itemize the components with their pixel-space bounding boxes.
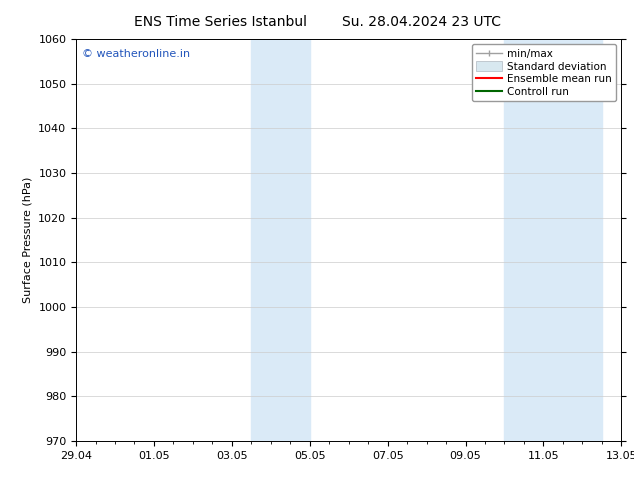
Bar [251, 39, 310, 441]
Text: © weatheronline.in: © weatheronline.in [82, 49, 190, 59]
Legend: min/max, Standard deviation, Ensemble mean run, Controll run: min/max, Standard deviation, Ensemble me… [472, 45, 616, 101]
Text: ENS Time Series Istanbul        Su. 28.04.2024 23 UTC: ENS Time Series Istanbul Su. 28.04.2024 … [134, 15, 500, 29]
Bar [505, 39, 602, 441]
Y-axis label: Surface Pressure (hPa): Surface Pressure (hPa) [23, 177, 33, 303]
